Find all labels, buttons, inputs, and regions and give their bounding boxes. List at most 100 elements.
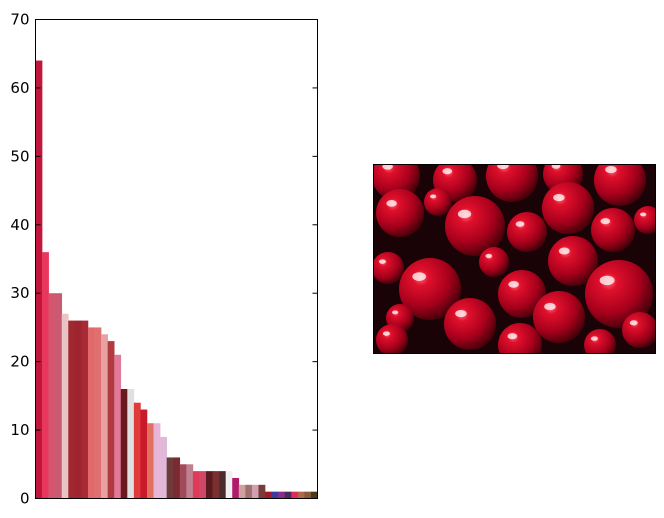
bar (160, 436, 167, 499)
cranberry-highlight (430, 194, 437, 199)
bar (140, 409, 148, 499)
cranberry-highlight (382, 164, 393, 170)
cranberry-highlight (455, 309, 467, 318)
bar (278, 491, 286, 499)
cranberry-highlight (508, 281, 519, 288)
bar (297, 491, 305, 499)
cranberry (444, 298, 496, 350)
cranberries (373, 164, 656, 354)
cranberry-highlight (605, 165, 617, 174)
bar (265, 491, 272, 499)
cranberry-highlight (544, 302, 556, 311)
bar (232, 477, 240, 499)
y-tick-label: 10 (10, 421, 29, 439)
cranberry (376, 189, 424, 237)
bar (304, 491, 312, 499)
y-tick-label: 0 (20, 490, 30, 508)
cranberry (634, 206, 656, 234)
cranberry-highlight (497, 164, 509, 170)
cranberry (591, 208, 635, 252)
bar (120, 389, 128, 499)
cranberry-highlight (590, 336, 598, 341)
bar (206, 471, 213, 499)
bar (107, 341, 115, 499)
cranberry (479, 247, 509, 277)
cranberry-highlight (640, 212, 647, 217)
cranberry-highlight (629, 320, 638, 326)
cranberry (498, 323, 542, 354)
cranberry-highlight (600, 218, 611, 225)
bar (55, 293, 63, 499)
cranberry (445, 196, 505, 256)
bar (271, 491, 279, 499)
bar (87, 327, 95, 499)
bar (146, 423, 154, 499)
bar (35, 60, 43, 499)
cranberry (533, 291, 585, 343)
bar (212, 471, 220, 499)
cranberry-highlight (382, 331, 390, 336)
bar (81, 320, 89, 499)
bar (199, 471, 207, 499)
axes-frame (35, 19, 318, 499)
bar (245, 484, 253, 499)
photo-frame (373, 164, 656, 354)
bar (74, 320, 82, 499)
cranberry-highlight (485, 253, 493, 259)
bar (179, 464, 187, 499)
bar (61, 313, 69, 499)
cranberry (622, 312, 656, 348)
bar (42, 252, 49, 499)
cranberry-highlight (386, 200, 397, 207)
y-tick-label: 30 (10, 284, 29, 302)
cranberry-highlight (442, 168, 453, 175)
bar (192, 471, 200, 499)
cranberry-highlight (515, 221, 525, 227)
bar (258, 484, 266, 499)
bar (166, 457, 174, 499)
cranberry (507, 212, 547, 252)
cranberry (542, 182, 594, 234)
cranberry-highlight (558, 247, 570, 255)
bar (94, 327, 102, 499)
y-tick-label: 70 (10, 11, 29, 29)
bar (153, 423, 161, 499)
bar (127, 389, 135, 499)
y-axis-ticks: 0 10 20 30 40 50 60 70 (10, 11, 318, 508)
bar (291, 491, 299, 499)
bar (219, 471, 226, 499)
bar (114, 354, 122, 499)
cranberry-highlight (599, 275, 615, 286)
bar-chart: 0 10 20 30 40 50 60 70 (10, 11, 318, 508)
y-tick-label: 20 (10, 353, 29, 371)
bar (68, 320, 76, 499)
bar (284, 491, 292, 499)
bar (101, 334, 108, 499)
cranberry-highlight (551, 164, 561, 169)
cranberry (373, 252, 404, 284)
bar (225, 471, 233, 499)
cranberry-highlight (412, 272, 426, 281)
y-tick-label: 40 (10, 216, 29, 234)
bar (133, 402, 141, 499)
cranberry (594, 164, 646, 206)
bar (238, 484, 246, 499)
cranberry (486, 164, 538, 202)
cranberry-highlight (553, 193, 565, 202)
bar (48, 293, 56, 499)
bar (186, 464, 194, 499)
cranberry (584, 329, 616, 354)
bars (35, 60, 318, 499)
cranberry-highlight (378, 259, 386, 264)
cranberry-highlight (457, 209, 472, 219)
bar (310, 491, 318, 499)
cranberries-photo (373, 164, 656, 354)
cranberry (376, 324, 408, 354)
cranberry-highlight (507, 333, 518, 340)
cranberry-highlight (392, 310, 399, 315)
bar (251, 484, 259, 499)
y-tick-label: 60 (10, 79, 29, 97)
bar (173, 457, 181, 499)
cranberry (424, 188, 452, 216)
